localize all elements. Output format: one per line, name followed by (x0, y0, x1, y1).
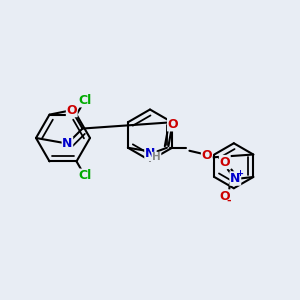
Text: N: N (230, 172, 241, 185)
Text: O: O (220, 155, 230, 169)
Text: H: H (152, 152, 161, 162)
Text: O: O (202, 149, 212, 162)
Text: O: O (220, 190, 230, 203)
Text: -: - (226, 196, 231, 206)
Text: O: O (67, 104, 77, 117)
Text: N: N (62, 137, 73, 150)
Text: Cl: Cl (78, 94, 92, 107)
Text: +: + (236, 169, 243, 178)
Text: N: N (145, 147, 156, 160)
Text: Cl: Cl (78, 169, 92, 182)
Text: O: O (168, 118, 178, 131)
